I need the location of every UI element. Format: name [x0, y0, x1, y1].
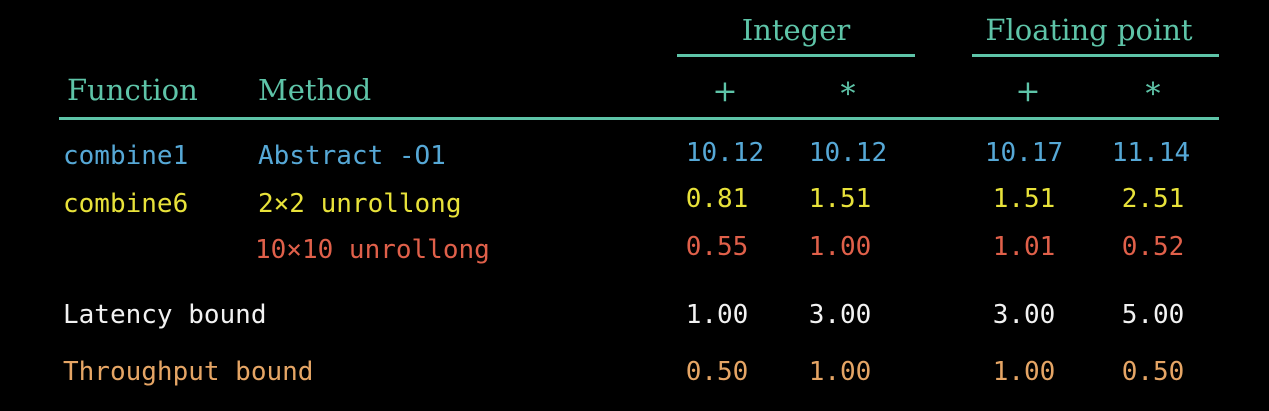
cell-int-mul: 1.00 — [808, 357, 872, 387]
cell-int-mul: 3.00 — [808, 300, 872, 330]
integer-group-rule — [677, 54, 915, 57]
header-int-mul: * — [840, 77, 856, 112]
header-method: Method — [258, 73, 372, 107]
cell-fp-add: 3.00 — [992, 300, 1056, 330]
cell-method: Abstract -O1 — [258, 141, 446, 171]
cell-function: combine1 — [63, 141, 189, 171]
float-group-rule — [972, 54, 1219, 57]
cell-method: 2×2 unrollong — [258, 189, 462, 219]
cell-function: Latency bound — [63, 300, 267, 330]
cell-fp-mul: 0.52 — [1121, 232, 1185, 262]
header-function: Function — [67, 73, 198, 107]
cell-int-add: 0.55 — [685, 232, 749, 262]
cell-fp-add: 1.00 — [992, 357, 1056, 387]
cell-fp-add: 10.17 — [984, 138, 1064, 168]
header-rule — [59, 117, 1219, 120]
cell-method: 10×10 unrollong — [255, 235, 490, 265]
cell-int-add: 0.81 — [685, 184, 749, 214]
cell-fp-mul: 2.51 — [1121, 184, 1185, 214]
cell-fp-add: 1.01 — [992, 232, 1056, 262]
cell-int-add: 1.00 — [685, 300, 749, 330]
cell-fp-mul: 11.14 — [1111, 138, 1191, 168]
header-fp-add: + — [1015, 74, 1041, 109]
header-integer: Integer — [741, 13, 851, 47]
cell-function: combine6 — [63, 189, 189, 219]
cell-function: Throughput bound — [63, 357, 314, 387]
cell-fp-mul: 0.50 — [1121, 357, 1185, 387]
header-floating-point: Floating point — [985, 13, 1193, 47]
cell-int-add: 10.12 — [685, 138, 765, 168]
header-int-add: + — [712, 74, 738, 109]
header-fp-mul: * — [1145, 77, 1161, 112]
cell-int-add: 0.50 — [685, 357, 749, 387]
cell-fp-add: 1.51 — [992, 184, 1056, 214]
cell-fp-mul: 5.00 — [1121, 300, 1185, 330]
cell-int-mul: 1.00 — [808, 232, 872, 262]
cell-int-mul: 10.12 — [808, 138, 888, 168]
cell-int-mul: 1.51 — [808, 184, 872, 214]
